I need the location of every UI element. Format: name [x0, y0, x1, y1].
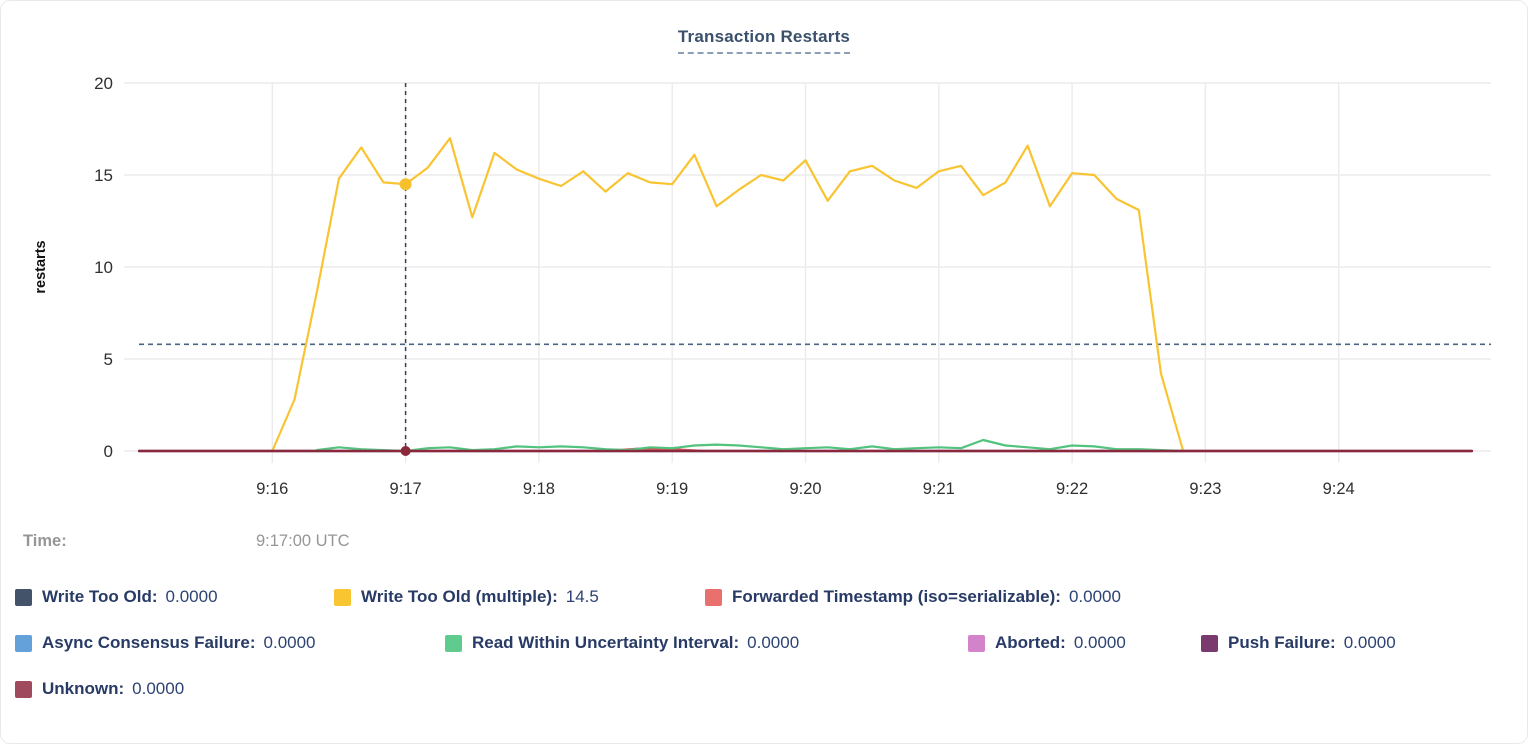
y-tick-label: 20 — [94, 74, 113, 93]
x-tick-label: 9:24 — [1323, 480, 1355, 498]
legend-value: 0.0000 — [747, 633, 800, 652]
legend-swatch — [968, 634, 985, 652]
legend-value: 0.0000 — [132, 679, 185, 698]
chart-title[interactable]: Transaction Restarts — [677, 27, 851, 54]
y-tick-label: 10 — [94, 258, 113, 277]
legend-label: Write Too Old: — [42, 587, 158, 606]
legend-value: 0.0000 — [263, 633, 316, 652]
x-tick-label: 9:21 — [923, 480, 955, 498]
legend-swatch — [1201, 634, 1218, 652]
hover-marker — [399, 178, 412, 191]
legend-value: 0.0000 — [1068, 587, 1121, 606]
legend-swatch — [15, 680, 32, 698]
chart-header: Transaction Restarts — [1, 27, 1527, 54]
legend-label: Read Within Uncertainty Interval: — [472, 633, 740, 652]
series-line-read-within-uncertainty-interval — [315, 438, 1185, 453]
legend-label: Forwarded Timestamp (iso=serializable): — [732, 587, 1061, 606]
y-tick-label: 15 — [94, 166, 113, 185]
x-tick-label: 9:23 — [1189, 480, 1221, 498]
x-tick-label: 9:20 — [789, 480, 821, 498]
legend-label: Push Failure: — [1228, 633, 1336, 652]
legend-swatch — [15, 634, 32, 652]
transaction-restarts-chart[interactable]: 0 5 10 15 20 9:16 9:17 9:18 9:19 9:20 9:21 9:22 9:23… — [1, 1, 1528, 521]
legend-value: 0.0000 — [1343, 633, 1396, 652]
y-tick-label: 0 — [104, 442, 113, 461]
legend-value: 0.0000 — [165, 587, 218, 606]
chart-legend: Write Too Old: 0.0000 Write Too Old (multi… — [15, 586, 1517, 724]
legend-item[interactable]: Write Too Old: 0.0000 — [15, 587, 334, 607]
hover-marker — [400, 446, 411, 456]
legend-label: Aborted: — [995, 633, 1066, 652]
hover-time-row: Time: 9:17:00 UTC — [1, 532, 1527, 554]
x-tick-label: 9:19 — [656, 480, 688, 498]
legend-row: Async Consensus Failure: 0.0000 Read Withi… — [15, 632, 1517, 654]
legend-label: Unknown: — [42, 679, 125, 698]
x-tick-label: 9:18 — [523, 480, 555, 498]
legend-item[interactable]: Read Within Uncertainty Interval: 0.0000 — [445, 633, 968, 653]
y-axis-title: restarts — [33, 240, 49, 293]
hover-time-label: Time: — [23, 532, 67, 550]
x-tick-label: 9:16 — [256, 480, 288, 498]
hover-time-value: 9:17:00 UTC — [256, 532, 350, 550]
legend-item[interactable]: Push Failure: 0.0000 — [1201, 633, 1396, 653]
legend-label: Async Consensus Failure: — [42, 633, 256, 652]
series-line-write-too-old-multiple — [271, 137, 1185, 453]
legend-item[interactable]: Aborted: 0.0000 — [968, 633, 1201, 653]
y-tick-label: 5 — [104, 350, 113, 369]
legend-item[interactable]: Unknown: 0.0000 — [15, 679, 184, 699]
legend-item[interactable]: Async Consensus Failure: 0.0000 — [15, 633, 445, 653]
legend-row: Unknown: 0.0000 — [15, 678, 1517, 700]
legend-swatch — [15, 588, 32, 606]
x-tick-label: 9:22 — [1056, 480, 1088, 498]
legend-swatch — [705, 588, 722, 606]
x-tick-label: 9:17 — [390, 480, 422, 498]
legend-item[interactable]: Forwarded Timestamp (iso=serializable): 0… — [705, 587, 1121, 607]
legend-row: Write Too Old: 0.0000 Write Too Old (multi… — [15, 586, 1517, 608]
legend-swatch — [334, 588, 351, 606]
legend-item[interactable]: Write Too Old (multiple): 14.5 — [334, 587, 705, 607]
legend-value: 14.5 — [565, 587, 599, 606]
legend-value: 0.0000 — [1073, 633, 1126, 652]
legend-swatch — [445, 634, 462, 652]
legend-label: Write Too Old (multiple): — [361, 587, 558, 606]
